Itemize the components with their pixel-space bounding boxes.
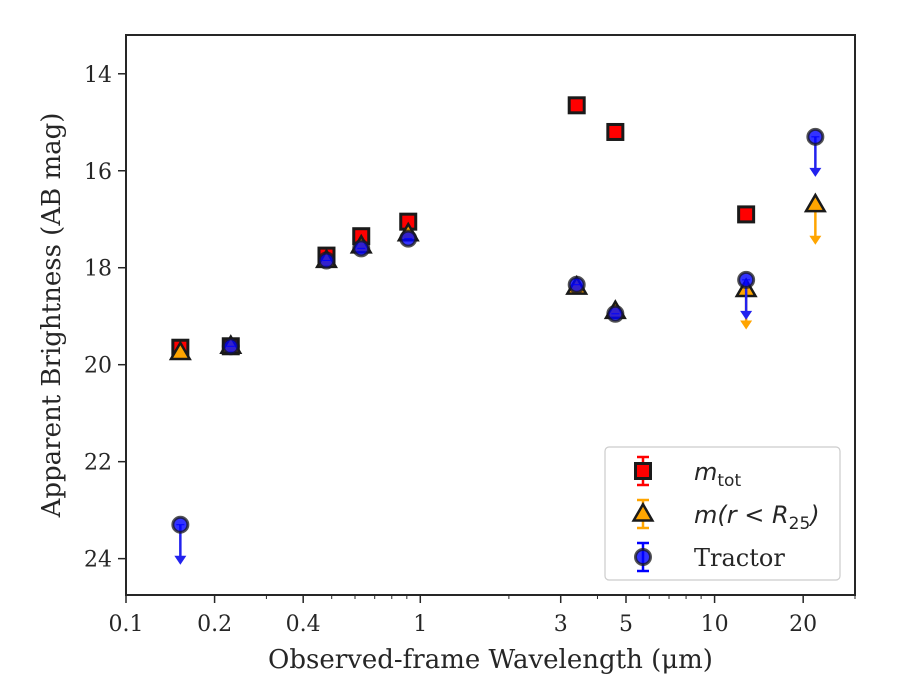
series-circle	[171, 127, 825, 565]
upper-limit-arrow-head	[809, 235, 822, 245]
y-tick-label: 18	[84, 257, 112, 282]
x-tick-label: 20	[789, 612, 817, 637]
x-tick-label: 0.1	[109, 612, 144, 637]
x-tick-label: 3	[554, 612, 568, 637]
legend-marker-square	[634, 462, 652, 480]
legend-label: Tractor	[694, 544, 785, 572]
y-tick-label: 14	[84, 63, 112, 88]
data-point-triangle	[168, 340, 192, 361]
x-tick-label: 10	[701, 612, 729, 637]
legend-marker-circle	[634, 548, 652, 566]
series-triangle	[168, 192, 827, 361]
y-tick-label: 22	[84, 451, 112, 476]
legend-label: m(r < R25)	[694, 501, 820, 534]
plot-frame	[125, 34, 856, 596]
y-tick-label: 20	[84, 354, 112, 379]
y-tick-label: 16	[84, 160, 112, 185]
legend-marker-triangle	[631, 501, 655, 522]
x-axis-label: Observed-frame Wavelength (μm)	[268, 645, 713, 675]
upper-limit-arrow-head	[174, 555, 187, 565]
upper-limit-arrow-head	[740, 310, 753, 320]
y-axis-label: Apparent Brightness (AB mag)	[37, 113, 67, 519]
upper-limit-arrow-head	[809, 167, 822, 177]
x-tick-label: 0.4	[286, 612, 321, 637]
data-marks	[168, 96, 827, 565]
upper-limit-arrow-head	[740, 320, 753, 330]
legend: mtot m(r < R25) Tractor	[604, 446, 841, 581]
x-tick-label: 5	[619, 612, 633, 637]
legend-label: mtot	[694, 458, 741, 491]
axis-ticks: 0.1 0.2 0.4 1 3 5 10 20 14 16 18 20 22 24	[84, 63, 856, 637]
legend-box	[604, 446, 841, 581]
x-tick-label: 1	[413, 612, 427, 637]
data-point-triangle	[803, 192, 827, 213]
x-tick-label: 0.2	[197, 612, 232, 637]
y-tick-label: 24	[84, 548, 112, 573]
series-square	[171, 96, 756, 357]
